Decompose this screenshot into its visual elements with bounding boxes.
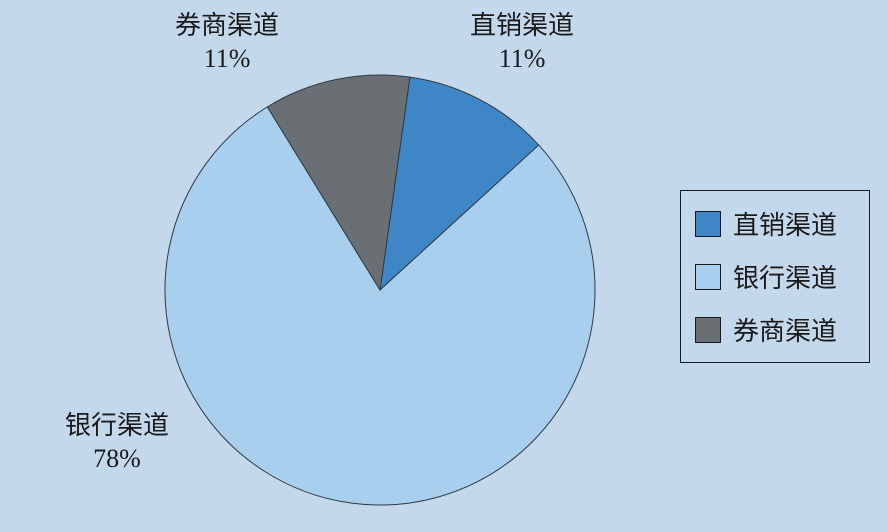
legend-swatch-broker <box>695 317 721 343</box>
legend: 直销渠道 银行渠道 券商渠道 <box>680 190 870 363</box>
slice-label-bank: 银行渠道 78% <box>65 410 169 475</box>
legend-item-broker: 券商渠道 <box>695 311 855 348</box>
slice-label-direct: 直销渠道 11% <box>470 10 574 75</box>
slice-label-bank-name: 银行渠道 <box>65 410 169 443</box>
legend-item-bank: 银行渠道 <box>695 258 855 295</box>
legend-label-direct: 直销渠道 <box>733 205 837 242</box>
legend-swatch-bank <box>695 264 721 290</box>
slice-label-broker-pct: 11% <box>175 43 279 76</box>
slice-label-direct-pct: 11% <box>470 43 574 76</box>
legend-item-direct: 直销渠道 <box>695 205 855 242</box>
slice-label-broker-name: 券商渠道 <box>175 10 279 43</box>
slice-label-direct-name: 直销渠道 <box>470 10 574 43</box>
slice-label-bank-pct: 78% <box>65 443 169 476</box>
legend-swatch-direct <box>695 211 721 237</box>
legend-label-broker: 券商渠道 <box>733 311 837 348</box>
legend-label-bank: 银行渠道 <box>733 258 837 295</box>
slice-label-broker: 券商渠道 11% <box>175 10 279 75</box>
